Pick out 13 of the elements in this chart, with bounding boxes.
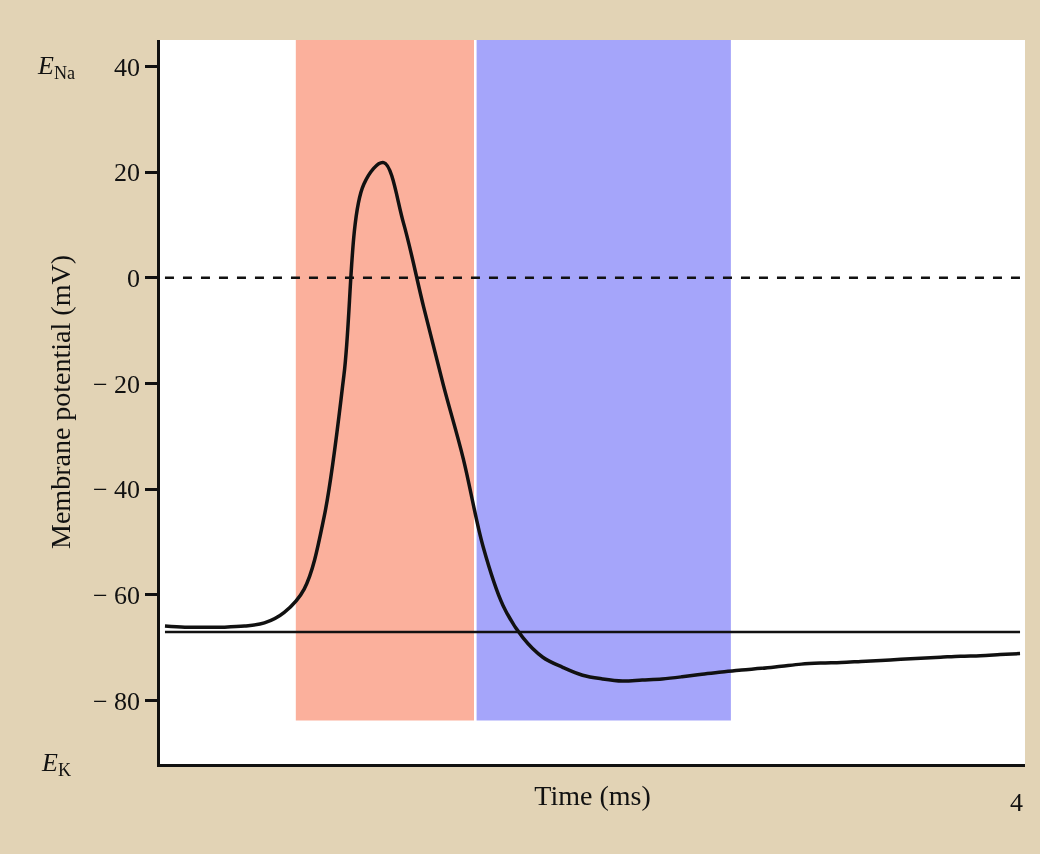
x-axis-title: Time (ms) — [534, 780, 651, 812]
y-tick-label: − 80 — [92, 686, 141, 716]
line-series — [163, 160, 1022, 683]
text: E$_{K}$ — [41, 748, 72, 781]
y-axis-title: Membrane potential (mV) — [44, 255, 76, 549]
y-tick-label: 20 — [114, 158, 141, 188]
text: E$_{Na}$ — [37, 51, 76, 84]
y-tick-label: − 40 — [92, 475, 141, 505]
y-tick-label: 40 — [114, 52, 141, 82]
y-tick-label: 0 — [127, 263, 141, 293]
y-tick-label: − 60 — [92, 580, 141, 610]
text: 4 — [1010, 788, 1023, 817]
y-tick-label: − 20 — [92, 369, 141, 399]
